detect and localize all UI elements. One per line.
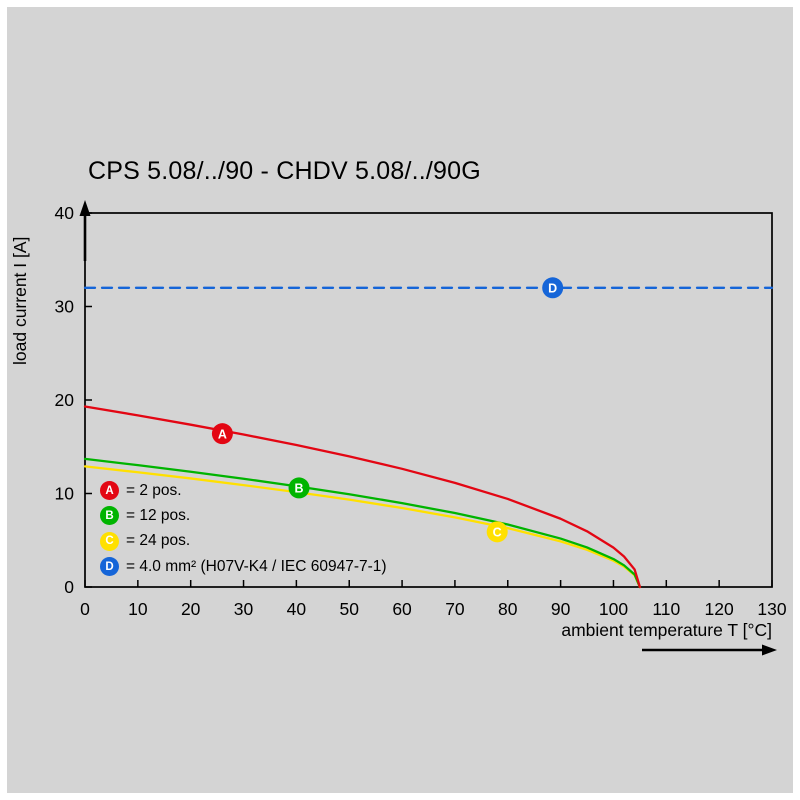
x-tick-label: 0 — [80, 599, 90, 619]
series-line-c — [83, 465, 642, 589]
y-tick-label: 40 — [55, 203, 75, 223]
curve-marker-b-icon — [288, 477, 310, 499]
curve-marker-letter-b: B — [295, 481, 304, 495]
y-axis-arrowhead-icon — [79, 200, 91, 216]
chart-panel — [7, 7, 793, 793]
y-tick-label: 20 — [55, 390, 75, 410]
legend-item-d: D = 4.0 mm² (H07V-K4 / IEC 60947-7-1) — [100, 554, 387, 579]
x-tick-label: 20 — [181, 599, 201, 619]
x-tick-label: 80 — [498, 599, 518, 619]
x-tick-label: 40 — [287, 599, 307, 619]
curve-marker-letter-c: C — [493, 525, 502, 539]
x-axis-label: ambient temperature T [°C] — [561, 620, 772, 640]
series-line-b — [83, 457, 642, 589]
curve-marker-d-icon — [542, 277, 564, 299]
x-tick-label: 110 — [652, 599, 680, 619]
x-tick-label: 50 — [339, 599, 359, 619]
chart-legend: A = 2 pos. B = 12 pos. C = 24 pos. D = 4… — [100, 478, 387, 579]
curve-marker-c-icon — [486, 521, 508, 543]
legend-item-b: B = 12 pos. — [100, 503, 387, 528]
x-tick-label: 120 — [705, 599, 734, 619]
chart-title: CPS 5.08/../90 - CHDV 5.08/../90G — [88, 157, 481, 185]
y-tick-label: 30 — [55, 297, 75, 317]
legend-marker-b-icon: B — [100, 506, 119, 526]
legend-item-c: C = 24 pos. — [100, 529, 387, 554]
x-tick-label: 10 — [128, 599, 148, 619]
legend-label-a: = 2 pos. — [126, 481, 182, 499]
curve-marker-letter-a: A — [218, 427, 227, 441]
x-tick-label: 100 — [599, 599, 628, 619]
x-axis-arrowhead-icon — [762, 644, 777, 656]
legend-marker-c-icon: C — [100, 531, 119, 551]
legend-label-d: = 4.0 mm² (H07V-K4 / IEC 60947-7-1) — [126, 557, 387, 575]
legend-label-c: = 24 pos. — [126, 532, 191, 550]
y-tick-label: 10 — [55, 484, 75, 504]
series-line-a — [83, 405, 642, 589]
x-tick-label: 70 — [445, 599, 465, 619]
curve-marker-a-icon — [211, 423, 233, 445]
y-tick-label: 0 — [64, 577, 74, 597]
legend-marker-a-icon: A — [100, 481, 119, 501]
legend-marker-d-icon: D — [100, 557, 119, 577]
x-tick-label: 60 — [392, 599, 412, 619]
legend-item-a: A = 2 pos. — [100, 478, 387, 503]
x-tick-label: 130 — [757, 599, 786, 619]
x-tick-label: 90 — [551, 599, 571, 619]
legend-label-b: = 12 pos. — [126, 506, 191, 524]
x-tick-label: 30 — [234, 599, 254, 619]
curve-marker-letter-d: D — [548, 281, 557, 295]
